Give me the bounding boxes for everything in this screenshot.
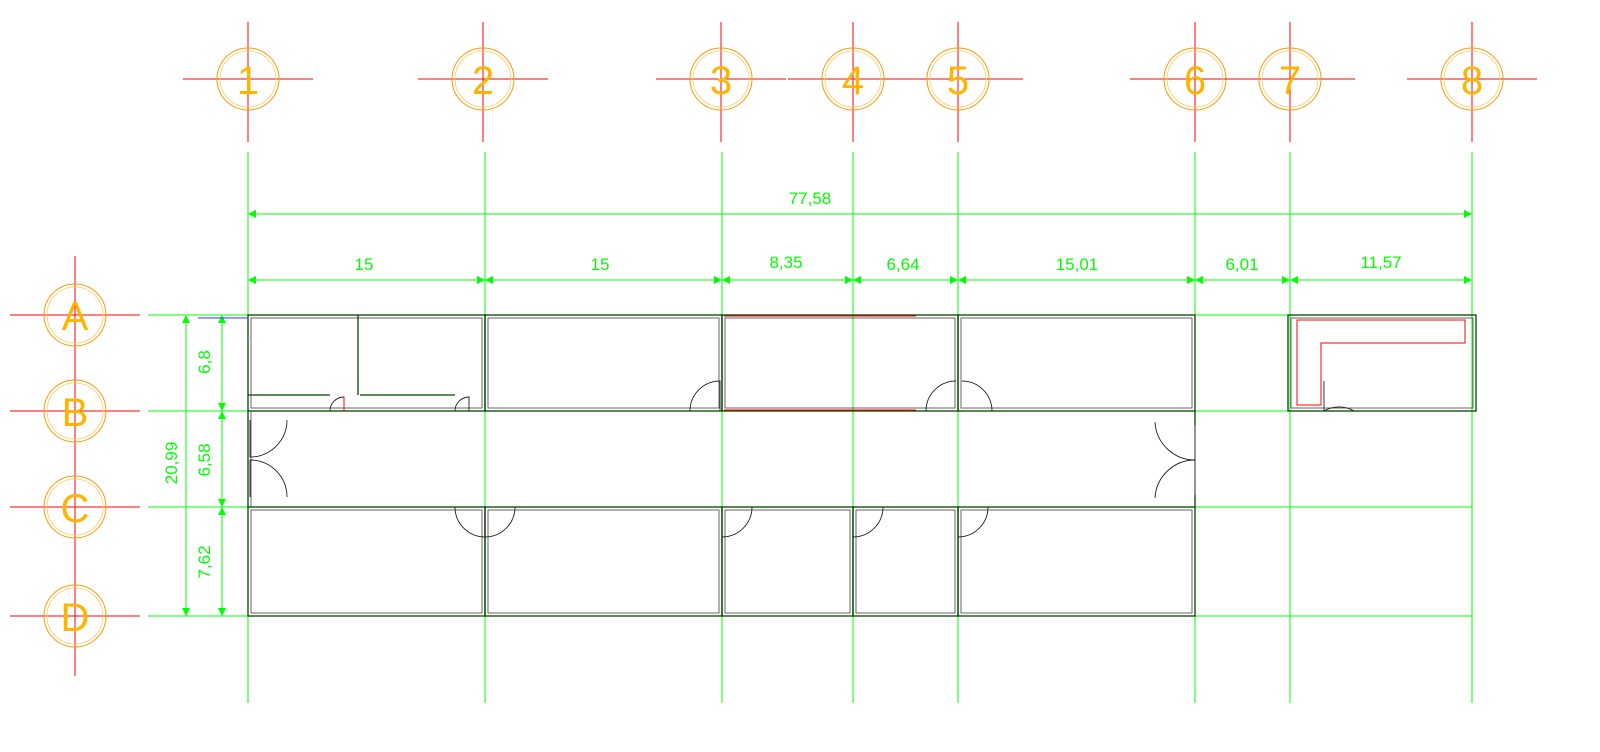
vertical-span-label-A-B: 6,8 xyxy=(195,350,214,374)
axis-bubble-A: A xyxy=(10,256,140,375)
vertical-span-label-B-C: 6,58 xyxy=(195,443,214,476)
vertical-dimensions: 20,99 6,8 6,58 7,62 xyxy=(162,315,226,616)
span-label-6-7: 6,01 xyxy=(1225,255,1258,274)
horizontal-grid-lines xyxy=(148,314,1472,617)
axis-label-4: 4 xyxy=(842,59,864,103)
axis-label-5: 5 xyxy=(947,59,969,103)
axis-bubble-B: B xyxy=(10,352,140,471)
vertical-span-label-C-D: 7,62 xyxy=(195,545,214,578)
vertical-grid-lines xyxy=(247,152,1473,703)
axis-bubble-1: 1 xyxy=(183,22,313,142)
span-label-7-8: 11,57 xyxy=(1360,253,1401,272)
axis-bubble-2: 2 xyxy=(418,22,548,142)
door-swings xyxy=(249,380,1355,538)
column-axis-markers: 1 2 3 4 5 6 7 xyxy=(183,22,1537,142)
axis-label-C: C xyxy=(61,487,90,531)
axis-bubble-8: 8 xyxy=(1407,22,1537,142)
axis-label-6: 6 xyxy=(1184,59,1206,103)
axis-bubble-4: 4 xyxy=(788,22,918,142)
axis-bubble-D: D xyxy=(10,557,140,676)
axis-label-A: A xyxy=(62,295,89,339)
vertical-total-label: 20,99 xyxy=(162,442,181,485)
axis-bubble-C: C xyxy=(10,448,140,567)
axis-label-7: 7 xyxy=(1279,59,1301,103)
axis-bubble-6: 6 xyxy=(1130,22,1260,142)
axis-label-B: B xyxy=(62,391,89,435)
axis-label-3: 3 xyxy=(710,59,732,103)
building-walls xyxy=(198,314,1477,617)
span-label-5-6: 15,01 xyxy=(1056,255,1099,274)
span-label-4-5: 6,64 xyxy=(886,255,919,274)
axis-label-D: D xyxy=(61,596,90,640)
overall-dimension-label: 77,58 xyxy=(789,189,832,208)
axis-bubble-5: 5 xyxy=(893,22,1023,142)
horizontal-dimensions: 77,58 15 15 8,35 6,64 15,01 6,01 11,57 xyxy=(248,189,1472,284)
axis-label-8: 8 xyxy=(1461,59,1483,103)
axis-label-1: 1 xyxy=(237,59,259,103)
axis-bubble-3: 3 xyxy=(656,22,786,142)
span-label-3-4: 8,35 xyxy=(769,253,802,272)
span-label-1-2: 15 xyxy=(355,255,374,274)
axis-bubble-7: 7 xyxy=(1225,22,1355,142)
span-label-2-3: 15 xyxy=(591,255,610,274)
row-axis-markers: A B C D xyxy=(10,256,140,676)
axis-label-2: 2 xyxy=(472,59,494,103)
